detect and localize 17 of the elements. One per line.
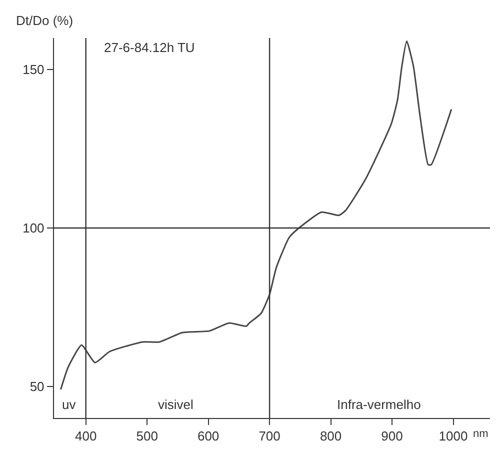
annotation: visivel <box>158 397 194 412</box>
x-tick-label: 800 <box>320 428 342 444</box>
x-axis-title: nm <box>473 428 488 440</box>
x-tick-label: 900 <box>381 428 403 444</box>
y-tick-label: 50 <box>30 378 44 394</box>
x-tick-label: 500 <box>136 428 158 444</box>
x-tick-label: 600 <box>197 428 220 444</box>
x-tick-label: 400 <box>74 428 97 444</box>
annotation: Infra-vermelho <box>337 397 421 412</box>
x-tick-label: 1000 <box>438 428 468 444</box>
annotation: uv <box>62 397 76 412</box>
annotation: 27-6-84.12h TU <box>104 40 195 55</box>
y-tick-label: 150 <box>22 62 44 78</box>
y-tick-label: 100 <box>22 220 44 236</box>
x-tick-label: 700 <box>258 428 280 444</box>
line-series <box>60 40 452 390</box>
y-axis-title: Dt/Do (%) <box>16 13 74 28</box>
